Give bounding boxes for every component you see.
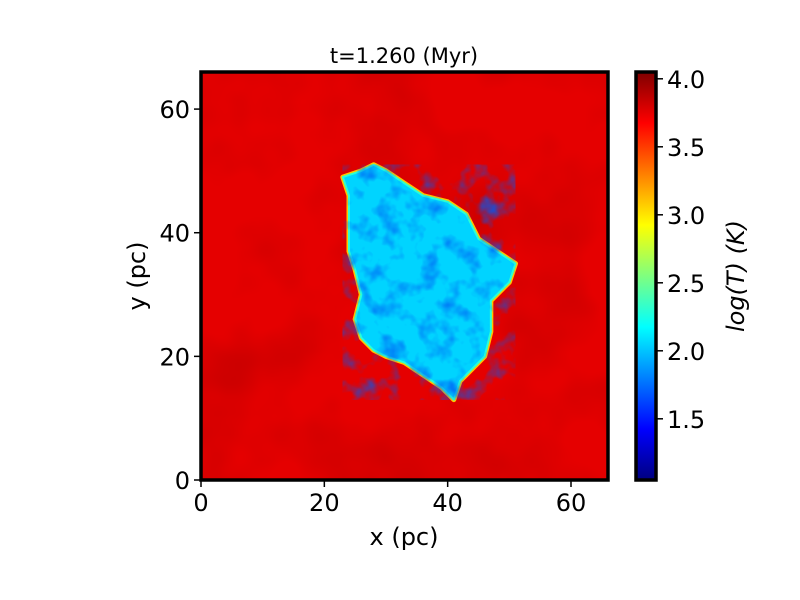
x-axis: 0 20 40 60 — [193, 480, 586, 517]
plot-area — [201, 72, 608, 480]
x-tick-label: 20 — [309, 489, 340, 517]
x-tick-label: 0 — [193, 489, 208, 517]
cold-cloud — [340, 162, 518, 403]
colorbar-ticks: 1.5 2.0 2.5 3.0 3.5 4.0 — [656, 66, 705, 434]
cloud-texture — [342, 164, 516, 400]
y-tick-label: 40 — [159, 220, 190, 248]
chart-title: t=1.260 (Myr) — [330, 44, 478, 68]
colorbar-frame — [634, 70, 658, 482]
colorbar-tick-label: 3.0 — [667, 202, 705, 230]
x-tick-label: 40 — [432, 489, 463, 517]
y-tick-label: 0 — [175, 467, 190, 495]
x-axis-label: x (pc) — [370, 523, 439, 551]
plot-frame — [199, 70, 610, 482]
y-tick-label: 20 — [159, 343, 190, 371]
y-axis: 0 20 40 60 — [159, 96, 201, 495]
colorbar-tick-label: 1.5 — [667, 406, 705, 434]
y-tick-label: 60 — [159, 96, 190, 124]
x-tick-label: 60 — [556, 489, 587, 517]
y-axis-label: y (pc) — [123, 242, 151, 311]
colorbar-gradient — [636, 72, 656, 480]
colorbar-tick-label: 2.5 — [667, 270, 705, 298]
colorbar-tick-label: 4.0 — [667, 66, 705, 94]
colorbar-tick-label: 2.0 — [667, 338, 705, 366]
colorbar-label: log(T) (K) — [722, 220, 750, 332]
colorbar-tick-label: 3.5 — [667, 134, 705, 162]
colorbar: 1.5 2.0 2.5 3.0 3.5 4.0 log(T) (K) — [634, 66, 750, 482]
